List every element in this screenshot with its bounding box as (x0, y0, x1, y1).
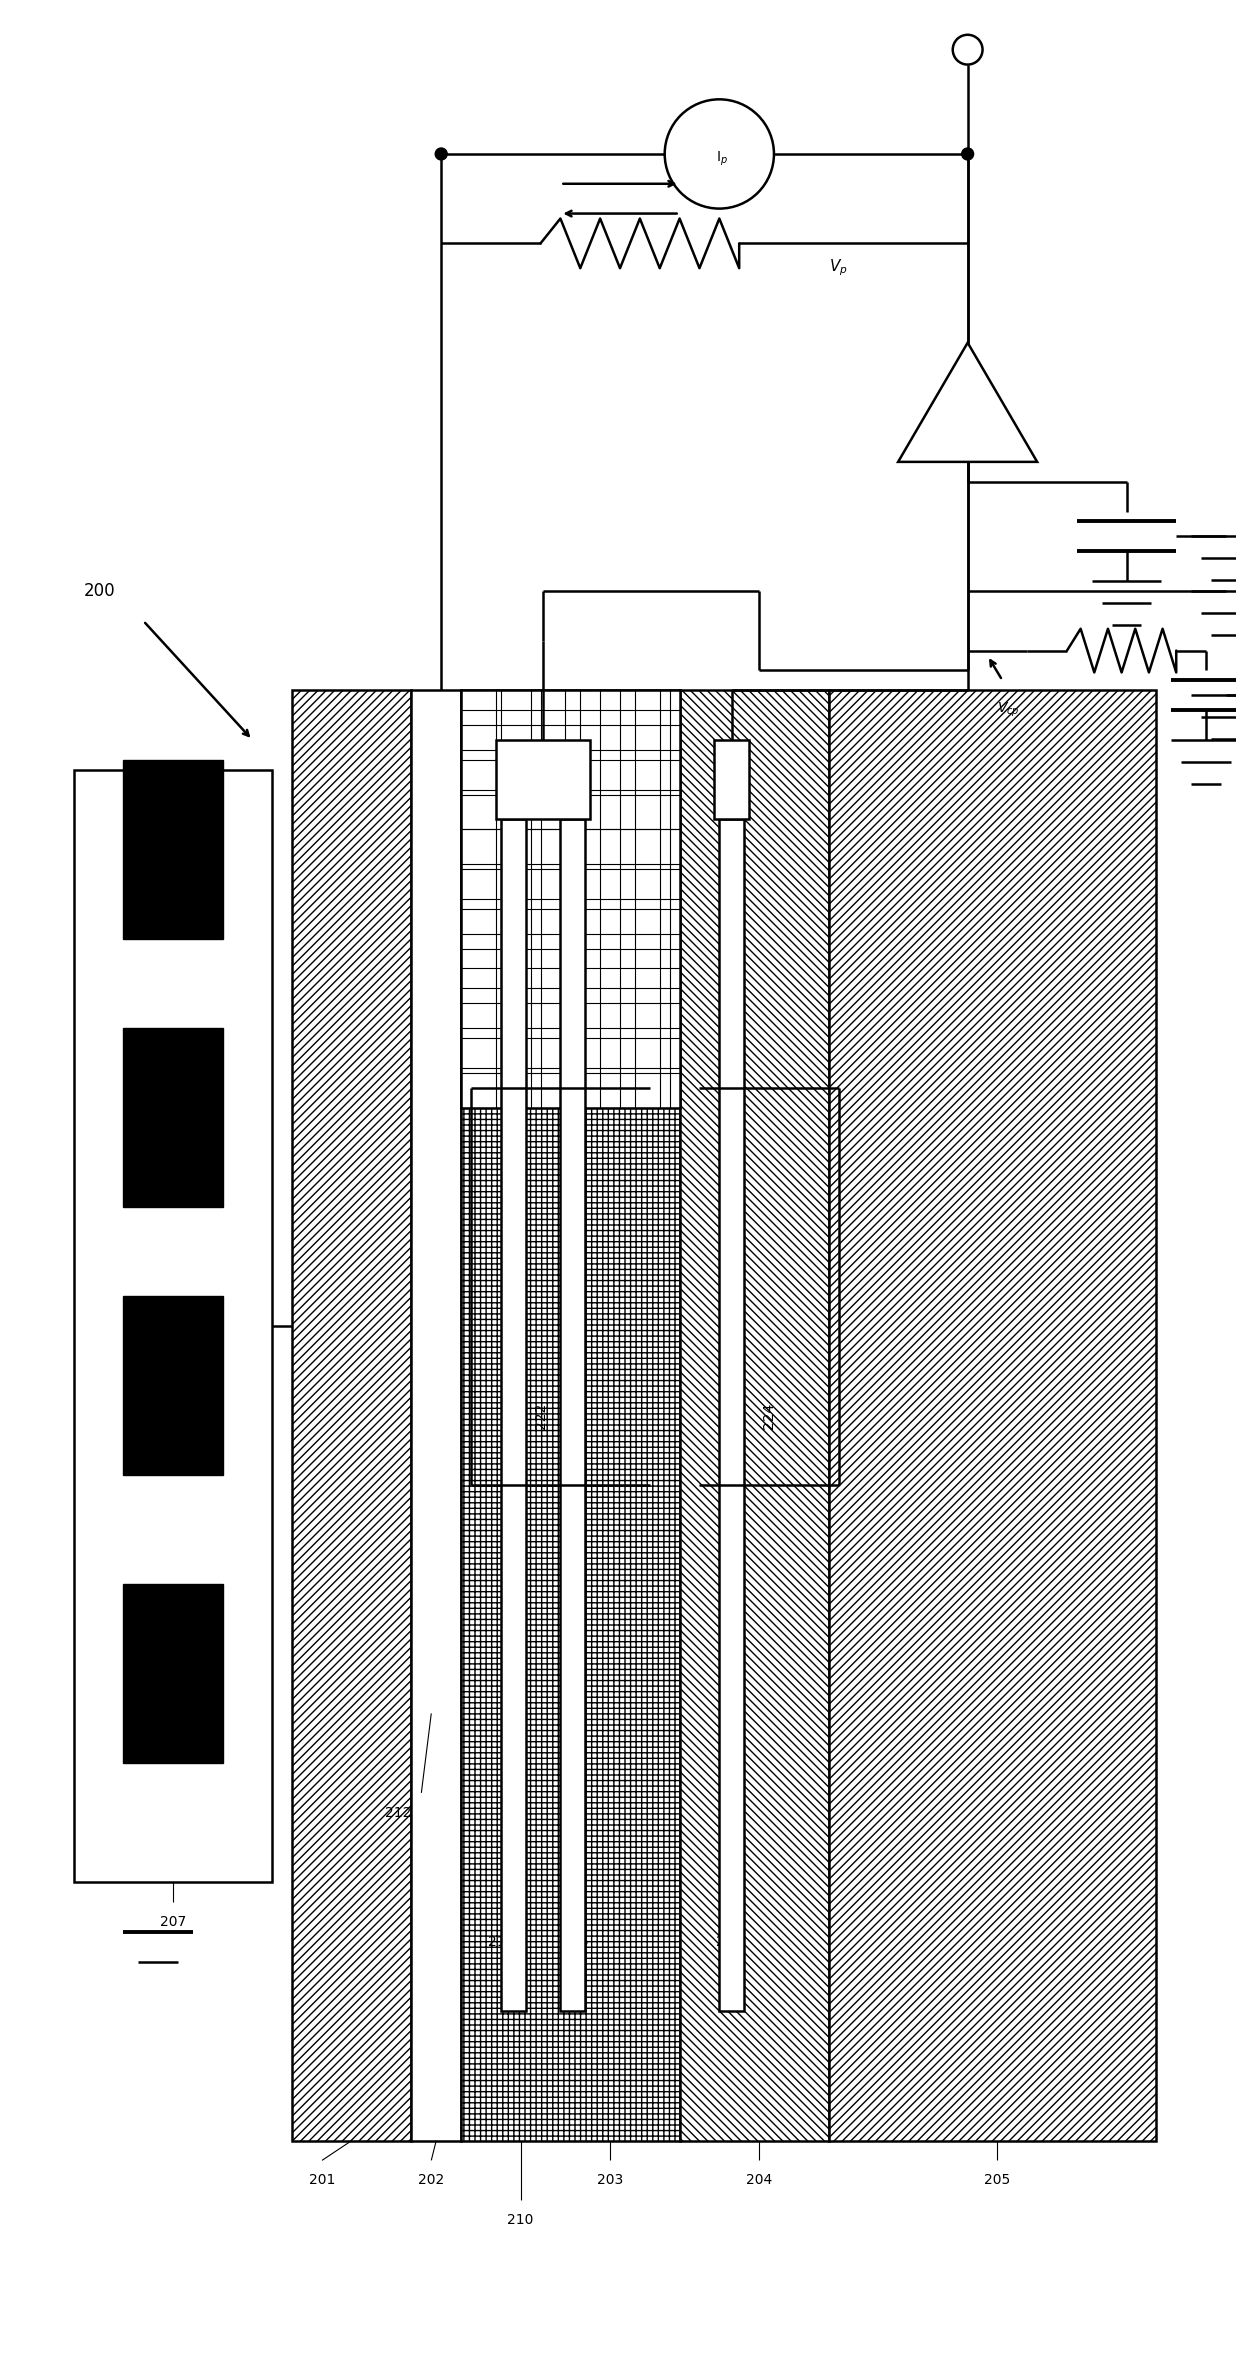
Bar (501, 819, 526, 2012)
Text: I$_p$: I$_p$ (717, 149, 728, 168)
Bar (496, 741, 590, 819)
Text: 218: 218 (715, 1934, 743, 1948)
Circle shape (665, 99, 774, 208)
Bar (123, 1297, 223, 1475)
Text: 200: 200 (83, 582, 115, 599)
Text: 216: 216 (562, 1934, 589, 1948)
Polygon shape (898, 343, 1037, 462)
Bar (714, 741, 749, 819)
Bar (680, 691, 828, 2140)
Bar (461, 691, 680, 1108)
Bar (293, 691, 412, 2140)
Text: 210: 210 (507, 2213, 534, 2227)
Bar (123, 1584, 223, 1763)
Bar (123, 1027, 223, 1207)
Bar (123, 760, 223, 940)
Circle shape (952, 36, 982, 64)
Bar (461, 691, 680, 1108)
Bar (719, 819, 744, 2012)
Text: 207: 207 (160, 1915, 186, 1929)
Circle shape (962, 149, 973, 161)
Text: 202: 202 (418, 2173, 444, 2187)
Text: 224: 224 (763, 1401, 776, 1430)
Text: 201: 201 (309, 2173, 335, 2187)
Bar (73, 769, 273, 1882)
Bar (412, 691, 461, 2140)
Text: 212: 212 (386, 1806, 412, 1820)
Text: V$_{cp}$: V$_{cp}$ (997, 701, 1021, 720)
Text: V$_p$: V$_p$ (830, 258, 848, 279)
Bar (560, 819, 585, 2012)
Text: 204: 204 (746, 2173, 773, 2187)
Text: 222: 222 (533, 1401, 548, 1430)
Circle shape (435, 149, 448, 161)
Text: 205: 205 (985, 2173, 1011, 2187)
Text: 203: 203 (596, 2173, 624, 2187)
Text: 214: 214 (487, 1934, 515, 1948)
Bar (828, 691, 1157, 2140)
Bar (461, 691, 680, 2140)
